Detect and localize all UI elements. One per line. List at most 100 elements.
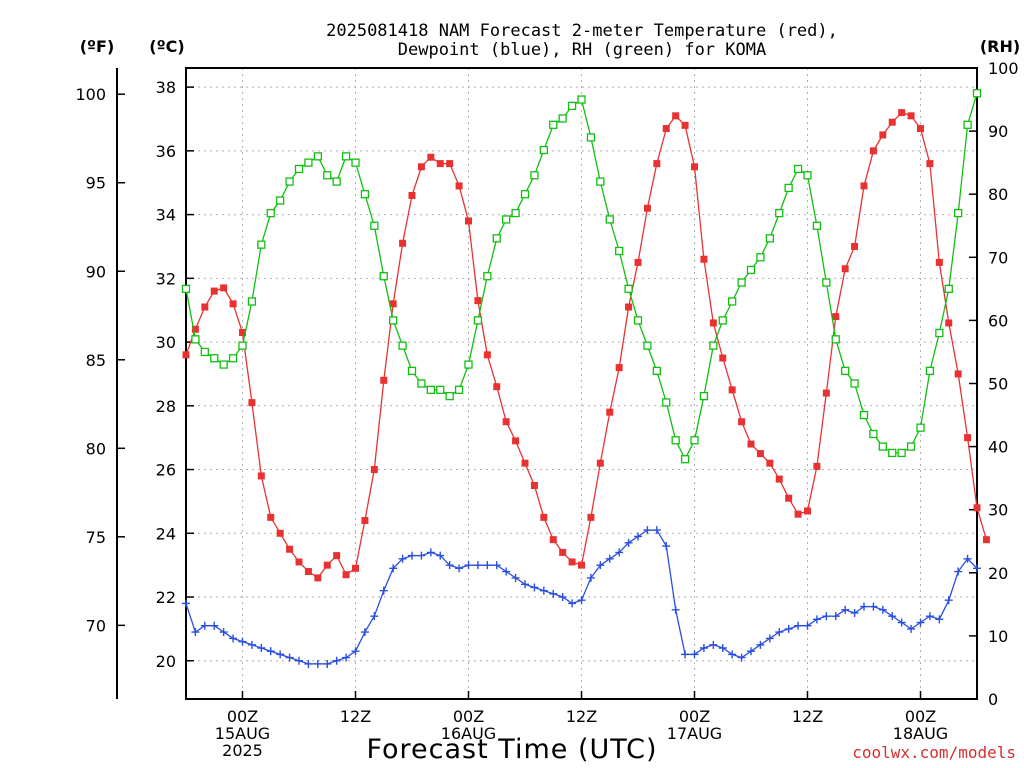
temperature-point: [954, 370, 962, 378]
rh-point: [878, 442, 887, 451]
rh-point: [812, 221, 822, 230]
dewpoint-point: [709, 640, 718, 649]
dewpoint-point: [794, 621, 803, 630]
dewpoint-point: [398, 554, 407, 563]
dewpoint-point: [408, 551, 416, 560]
celsius-tick-label: 24: [156, 524, 176, 543]
dewpoint-point: [897, 618, 906, 627]
rh-point: [972, 89, 982, 98]
dewpoint-point: [210, 621, 219, 630]
rh-point: [417, 379, 426, 388]
rh-point: [379, 272, 388, 281]
dewpoint-point: [360, 628, 369, 637]
temperature-point: [860, 182, 868, 190]
dewpoint-point: [257, 644, 266, 653]
celsius-tick-label: 28: [156, 397, 176, 416]
rh-tick-label: 30: [988, 501, 1008, 520]
rh-tick-label: 0: [988, 690, 998, 709]
dewpoint-point: [634, 532, 642, 541]
dewpoint-point: [445, 561, 454, 570]
dewpoint-point: [718, 644, 727, 653]
series-temperature: [182, 109, 990, 582]
dewpoint-point: [577, 596, 586, 605]
dewpoint-point: [878, 605, 887, 614]
dewpoint-point: [511, 573, 520, 582]
temperature-point: [455, 182, 463, 190]
dewpoint-point: [276, 650, 285, 659]
rh-point: [596, 177, 605, 186]
temperature-point: [465, 217, 472, 225]
rh-unit-label: (RH): [980, 37, 1020, 56]
axes-layer: [116, 67, 978, 700]
temperature-point: [634, 258, 642, 266]
temperature-point: [201, 303, 209, 311]
dewpoint-point: [605, 554, 614, 563]
rh-point: [200, 347, 209, 357]
rh-point: [633, 316, 643, 325]
temperature-point: [314, 574, 322, 582]
temperature-point: [229, 300, 237, 308]
temperature-point: [521, 459, 529, 467]
fahrenheit-tick-label: 80: [86, 439, 106, 458]
x-tick-label: 00Z: [905, 707, 936, 726]
temperature-point: [822, 389, 830, 397]
credit-text: coolwx.com/models: [852, 743, 1016, 762]
dewpoint-point: [521, 580, 529, 589]
x-axis-title: Forecast Time (UTC): [366, 734, 657, 765]
axis-labels-layer: 20 22 24 26 28 30 32 34 36 38 70 75 80 85 90 95 100 0 10 20…: [75, 59, 1018, 760]
dewpoint-point: [784, 624, 793, 633]
x-tick-label: 12Z: [566, 707, 597, 726]
rh-point: [219, 360, 228, 369]
temperature-point: [191, 325, 199, 333]
temperature-point: [596, 459, 604, 467]
temperature-point: [399, 239, 407, 247]
fahrenheit-tick-label: 75: [86, 528, 106, 547]
dewpoint-point: [850, 608, 859, 617]
rh-point: [313, 152, 322, 161]
rh-point: [850, 379, 859, 388]
rh-point: [624, 284, 633, 294]
dewpoint-point: [963, 554, 972, 563]
celsius-tick-label: 20: [156, 652, 176, 671]
rh-point: [615, 246, 624, 256]
dewpoint-point: [558, 593, 567, 602]
rh-point: [228, 354, 238, 363]
rh-point: [257, 240, 266, 249]
temperature-point: [832, 313, 840, 321]
rh-point: [793, 164, 803, 174]
x-tick-label: 17AUG: [667, 724, 722, 743]
temperature-point: [964, 434, 972, 442]
dewpoint-point: [417, 551, 426, 560]
temperature-point: [352, 564, 359, 572]
rh-point: [869, 429, 878, 439]
rh-point: [737, 278, 746, 287]
dewpoint-point: [342, 653, 351, 662]
temperature-point: [700, 255, 708, 263]
rh-point: [699, 391, 709, 401]
chart-title-line-2: Dewpoint (blue), RH (green) for KOMA: [398, 40, 766, 60]
rh-point: [643, 341, 652, 350]
temperature-point: [502, 418, 510, 426]
rh-point: [954, 208, 963, 218]
rh-point: [539, 145, 548, 155]
temperature-point: [738, 418, 746, 426]
rh-point: [285, 177, 294, 186]
temperature-point: [474, 297, 482, 305]
temperature-point: [794, 510, 802, 518]
temperature-point: [210, 287, 218, 295]
dewpoint-point: [332, 656, 341, 665]
rh-point: [332, 177, 341, 186]
temperature-point: [493, 383, 501, 391]
temperature-point: [709, 319, 717, 327]
rh-point: [210, 354, 219, 363]
temperature-point: [982, 536, 990, 544]
temperature-point: [530, 481, 538, 489]
rh-point: [728, 297, 737, 306]
rh-point: [398, 341, 407, 350]
dewpoint-point: [652, 526, 661, 535]
temperature-point: [286, 545, 294, 553]
temperature-point: [813, 462, 821, 470]
dewpoint-point: [238, 637, 247, 646]
temperature-point: [333, 552, 341, 560]
